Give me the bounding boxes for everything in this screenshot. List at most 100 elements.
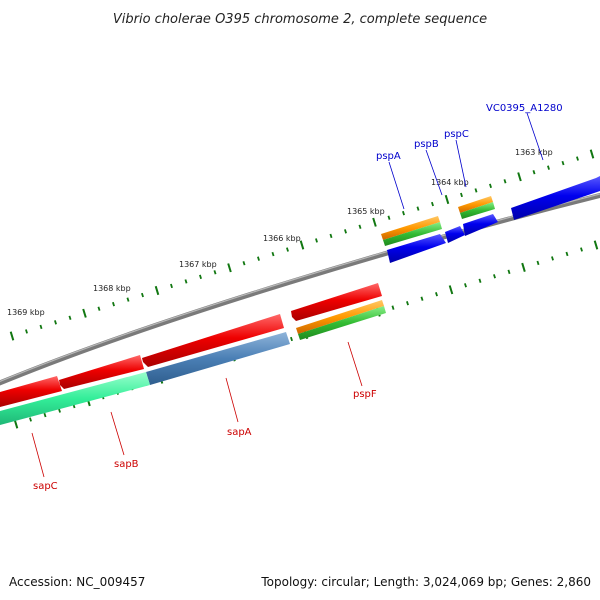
gene-arrow-sapb[interactable]	[59, 355, 144, 389]
tick-mark-outer-major	[9, 331, 15, 341]
tick-mark-outer-minor	[460, 192, 463, 198]
kbp-label-1367: 1367 kbp	[179, 260, 217, 269]
feature-bar-green-pspc	[460, 202, 495, 219]
tick-mark-inner-minor	[420, 296, 424, 301]
feature-bar-green-pspf	[298, 306, 386, 340]
leader-line-pspf	[347, 341, 363, 387]
tick-mark-outer-minor	[358, 224, 362, 229]
kbp-label-1368: 1368 kbp	[93, 284, 131, 293]
tick-mark-outer-minor	[68, 315, 72, 320]
gene-arrow-pspb[interactable]	[445, 226, 465, 243]
leader-line-sapa	[225, 377, 239, 423]
gene-label-sapa[interactable]: sapA	[227, 427, 252, 438]
tick-mark-outer-minor	[25, 329, 28, 334]
tick-mark-outer-minor	[561, 160, 565, 166]
tick-mark-outer-minor	[315, 238, 318, 243]
tick-mark-inner-minor	[507, 269, 511, 275]
tick-mark-outer-minor	[126, 297, 130, 302]
tick-mark-inner-minor	[551, 256, 554, 261]
tick-mark-inner-minor	[290, 336, 293, 342]
tick-mark-inner-minor	[493, 274, 496, 279]
tick-mark-outer-minor	[503, 179, 507, 184]
gene-label-pspa[interactable]: pspA	[376, 151, 401, 162]
tick-mark-inner-minor	[536, 260, 540, 266]
tick-mark-outer-minor	[170, 283, 173, 289]
gene-label-pspc[interactable]: pspC	[444, 129, 469, 140]
tick-mark-inner-minor	[43, 412, 47, 418]
tick-mark-outer-minor	[213, 270, 217, 275]
tick-mark-inner-major	[448, 285, 454, 295]
gene-arrow-sapc[interactable]	[0, 376, 62, 407]
feature-bar-green-pspa	[383, 222, 442, 246]
tick-mark-outer-major	[154, 285, 160, 296]
leader-line-sapb	[110, 411, 125, 456]
tick-mark-outer-minor	[271, 251, 275, 257]
tick-mark-outer-minor	[141, 292, 144, 298]
tick-mark-outer-minor	[112, 301, 115, 307]
tick-mark-inner-minor	[580, 247, 583, 252]
tick-mark-inner-minor	[391, 305, 395, 310]
tick-mark-outer-minor	[344, 229, 347, 234]
tick-mark-outer-minor	[402, 210, 405, 216]
tick-mark-outer-minor	[257, 256, 260, 261]
map-title: Vibrio cholerae O395 chromosome 2, compl…	[113, 12, 487, 27]
tick-mark-outer-minor	[532, 170, 536, 175]
kbp-label-1366: 1366 kbp	[263, 234, 301, 243]
feature-bar-orange-pspa	[381, 216, 440, 240]
tick-mark-outer-minor	[184, 279, 188, 284]
leader-line-pspb	[425, 149, 443, 196]
tick-mark-inner-minor	[58, 408, 61, 413]
leader-line-vc0395-a1280	[526, 112, 544, 161]
tick-mark-outer-minor	[489, 183, 492, 189]
tick-mark-outer-minor	[54, 320, 57, 325]
tick-mark-outer-minor	[387, 215, 391, 220]
tick-mark-outer-minor	[474, 188, 478, 193]
tick-mark-outer-major	[82, 308, 87, 318]
leader-line-sapc	[31, 432, 45, 478]
gene-arrow-pspc[interactable]	[463, 214, 498, 236]
gene-arrow-sapa[interactable]	[142, 314, 284, 367]
tick-mark-outer-major	[372, 217, 377, 227]
kbp-label-1365: 1365 kbp	[347, 207, 385, 216]
tick-mark-inner-minor	[29, 417, 32, 422]
tick-mark-outer-minor	[39, 324, 43, 330]
tick-mark-outer-minor	[199, 274, 202, 280]
feature-bar-orange-pspf	[296, 300, 384, 334]
tick-mark-inner-minor	[435, 292, 438, 297]
chromosome-backbone	[0, 192, 600, 386]
tick-mark-inner-major	[521, 262, 526, 272]
tick-mark-inner-minor	[464, 283, 467, 288]
gene-arrow-vc0395-a1280[interactable]	[511, 176, 600, 220]
tick-mark-outer-minor	[97, 306, 101, 311]
tick-mark-outer-major	[517, 172, 522, 182]
gene-label-pspb[interactable]: pspB	[414, 139, 439, 150]
genome-summary-text: Topology: circular; Length: 3,024,069 bp…	[260, 575, 591, 589]
gene-label-vc0395-a1280[interactable]: VC0395_A1280	[486, 103, 563, 114]
gene-arrow-pspa[interactable]	[387, 234, 446, 263]
tick-mark-outer-minor	[576, 156, 579, 161]
tick-mark-outer-major	[227, 263, 232, 273]
gene-label-sapc[interactable]: sapC	[33, 481, 58, 492]
tick-mark-outer-minor	[431, 201, 434, 207]
tick-mark-inner-minor	[406, 301, 409, 306]
tick-mark-inner-minor	[565, 251, 569, 257]
leader-line-pspc	[455, 139, 467, 188]
tick-mark-inner-major	[13, 419, 19, 429]
tick-mark-inner-minor	[478, 278, 482, 283]
kbp-label-1364: 1364 kbp	[431, 178, 469, 187]
kbp-label-1363: 1363 kbp	[515, 148, 553, 157]
gene-arrow-pspf[interactable]	[291, 283, 382, 321]
tick-mark-outer-minor	[286, 247, 289, 252]
tick-row-outer	[9, 149, 595, 341]
feature-bar-teal-sapbc	[0, 372, 150, 425]
gene-label-sapb[interactable]: sapB	[114, 459, 139, 470]
tick-mark-outer-major	[444, 194, 450, 205]
kbp-label-1369: 1369 kbp	[7, 308, 45, 317]
feature-bar-orange-pspc	[458, 196, 493, 213]
tick-mark-outer-major	[299, 240, 305, 250]
gene-label-pspf[interactable]: pspF	[353, 389, 377, 400]
tick-mark-outer-minor	[416, 206, 420, 211]
tick-mark-outer-minor	[547, 165, 550, 170]
tick-mark-outer-minor	[242, 261, 246, 266]
accession-text: Accession: NC_009457	[9, 575, 145, 589]
